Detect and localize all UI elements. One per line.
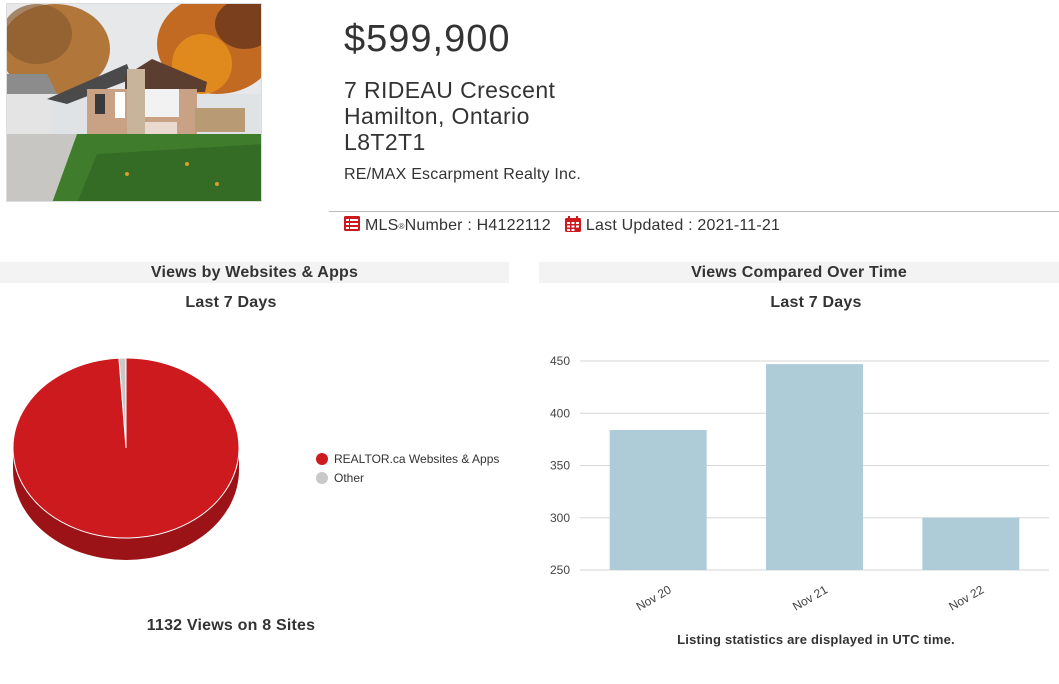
views-pie-chart [10, 357, 245, 573]
mls-label: MLS [365, 217, 399, 234]
y-tick-label: 350 [550, 459, 570, 473]
views-summary: 1132 Views on 8 Sites [146, 617, 316, 634]
listing-address: 7 RIDEAU Crescent Hamilton, Ontario L8T2… [344, 77, 555, 155]
y-tick-label: 300 [550, 511, 570, 525]
legend-swatch-realtor [316, 452, 328, 465]
legend-item-other[interactable]: Other [316, 468, 499, 487]
listing-meta: MLS ® Number : H4122112 Last Updated : 20… [344, 215, 780, 237]
websites-apps-period: Last 7 Days [185, 294, 277, 311]
address-postal-code: L8T2T1 [344, 129, 426, 155]
y-tick-label: 250 [550, 563, 570, 577]
address-street: 7 RIDEAU Crescent [344, 77, 556, 103]
brokerage-name: RE/MAX Escarpment Realty Inc. [344, 166, 581, 183]
last-updated: Last Updated : 2021-11-21 [585, 217, 781, 234]
utc-note: Listing statistics are displayed in UTC … [677, 632, 955, 647]
y-tick-label: 450 [550, 354, 570, 368]
views-bar-chart: 250 300 350 400 450 Nov 20 Nov 21 Nov 22 [540, 345, 1059, 620]
calendar-icon [564, 215, 581, 237]
pie-legend: REALTOR.ca Websites & Apps Other [316, 449, 499, 487]
views-over-time-period: Last 7 Days [770, 294, 862, 311]
house-photo-image [7, 4, 261, 201]
views-over-time-panel-title: Views Compared Over Time [539, 262, 1059, 283]
x-tick-label: Nov 20 [634, 582, 674, 613]
legend-label-other: Other [334, 470, 365, 485]
legend-swatch-other [316, 471, 328, 484]
listing-price: $599,900 [344, 18, 511, 60]
registered-mark: ® [398, 221, 405, 231]
bar-nov-21[interactable] [766, 364, 863, 570]
listing-photo[interactable] [6, 3, 262, 202]
websites-apps-panel-title: Views by Websites & Apps [0, 262, 509, 283]
bar-nov-22[interactable] [922, 517, 1020, 570]
mls-list-icon [344, 216, 360, 236]
legend-item-realtor[interactable]: REALTOR.ca Websites & Apps [316, 449, 499, 468]
pie-slice-side-realtor [13, 448, 239, 560]
header-divider [329, 211, 1059, 212]
address-city: Hamilton, Ontario [344, 103, 530, 129]
x-tick-label: Nov 22 [946, 582, 986, 613]
bar-nov-20[interactable] [609, 429, 707, 570]
x-tick-label: Nov 21 [790, 582, 830, 613]
pie-slice-realtor[interactable] [12, 357, 240, 539]
legend-label-realtor: REALTOR.ca Websites & Apps [334, 451, 500, 466]
mls-number: Number : H4122112 [404, 217, 551, 234]
y-tick-label: 400 [550, 406, 570, 420]
